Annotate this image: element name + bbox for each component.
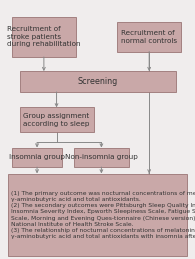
FancyBboxPatch shape <box>117 22 181 52</box>
Text: (1) The primary outcome was nocturnal concentrations of melatonin,
γ-aminobutyri: (1) The primary outcome was nocturnal co… <box>11 191 195 239</box>
Text: Recruitment of
stroke patients
during rehabilitation: Recruitment of stroke patients during re… <box>7 26 81 47</box>
FancyBboxPatch shape <box>74 148 129 167</box>
Text: Screening: Screening <box>77 77 118 86</box>
Text: Insomnia group: Insomnia group <box>9 154 65 160</box>
FancyBboxPatch shape <box>12 148 62 167</box>
Text: Group assignment
according to sleep: Group assignment according to sleep <box>23 113 90 127</box>
FancyBboxPatch shape <box>20 71 176 92</box>
FancyBboxPatch shape <box>12 17 76 57</box>
FancyBboxPatch shape <box>8 174 187 256</box>
Text: Non-insomnia group: Non-insomnia group <box>65 154 138 160</box>
FancyBboxPatch shape <box>20 107 94 132</box>
Text: Recruitment of
normal controls: Recruitment of normal controls <box>121 30 177 44</box>
